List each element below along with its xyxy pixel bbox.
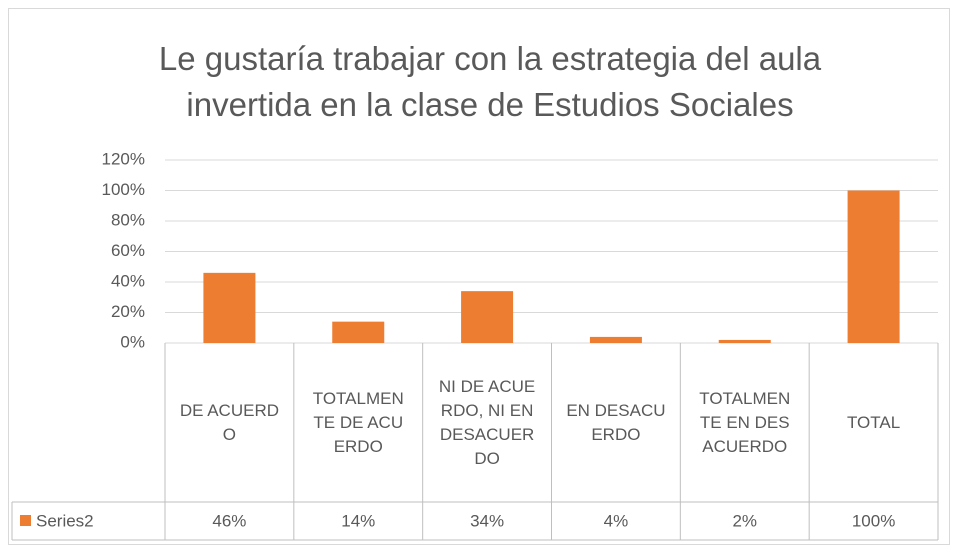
x-tick-label: NI DE ACUERDO, NI EN DESACUERDO <box>438 376 536 468</box>
bar <box>589 336 642 343</box>
y-tick-label: 40% <box>111 271 145 290</box>
y-tick-label: 20% <box>111 302 145 321</box>
legend-label: Series2 <box>36 511 94 530</box>
legend-swatch <box>20 515 31 526</box>
x-tick-label: TOTAL <box>846 412 901 432</box>
y-tick-label: 60% <box>111 241 145 260</box>
y-tick-label: 100% <box>102 180 145 199</box>
x-tick-label: DE ACUERDO <box>179 400 279 444</box>
y-tick-label: 80% <box>111 210 145 229</box>
data-table-value: 14% <box>341 511 375 530</box>
bar <box>718 339 771 343</box>
y-tick-label: 120% <box>102 149 145 168</box>
chart-title: Le gustaría trabajar con la estrategia d… <box>158 40 822 123</box>
bar <box>847 190 900 343</box>
x-tick-label: TOTALMENTE EN DESACUERDO <box>699 388 791 456</box>
data-table-value: 2% <box>732 511 757 530</box>
x-tick-label: TOTALMENTE DE ACUERDO <box>312 388 404 456</box>
bar <box>461 291 514 343</box>
x-tick-label: EN DESACUERDO <box>566 400 666 444</box>
y-tick-label: 0% <box>120 332 145 351</box>
bar <box>332 321 385 343</box>
data-table-value: 46% <box>212 511 246 530</box>
data-table-value: 34% <box>470 511 504 530</box>
data-table-value: 100% <box>852 511 895 530</box>
data-table-value: 4% <box>604 511 629 530</box>
bar <box>203 272 256 343</box>
